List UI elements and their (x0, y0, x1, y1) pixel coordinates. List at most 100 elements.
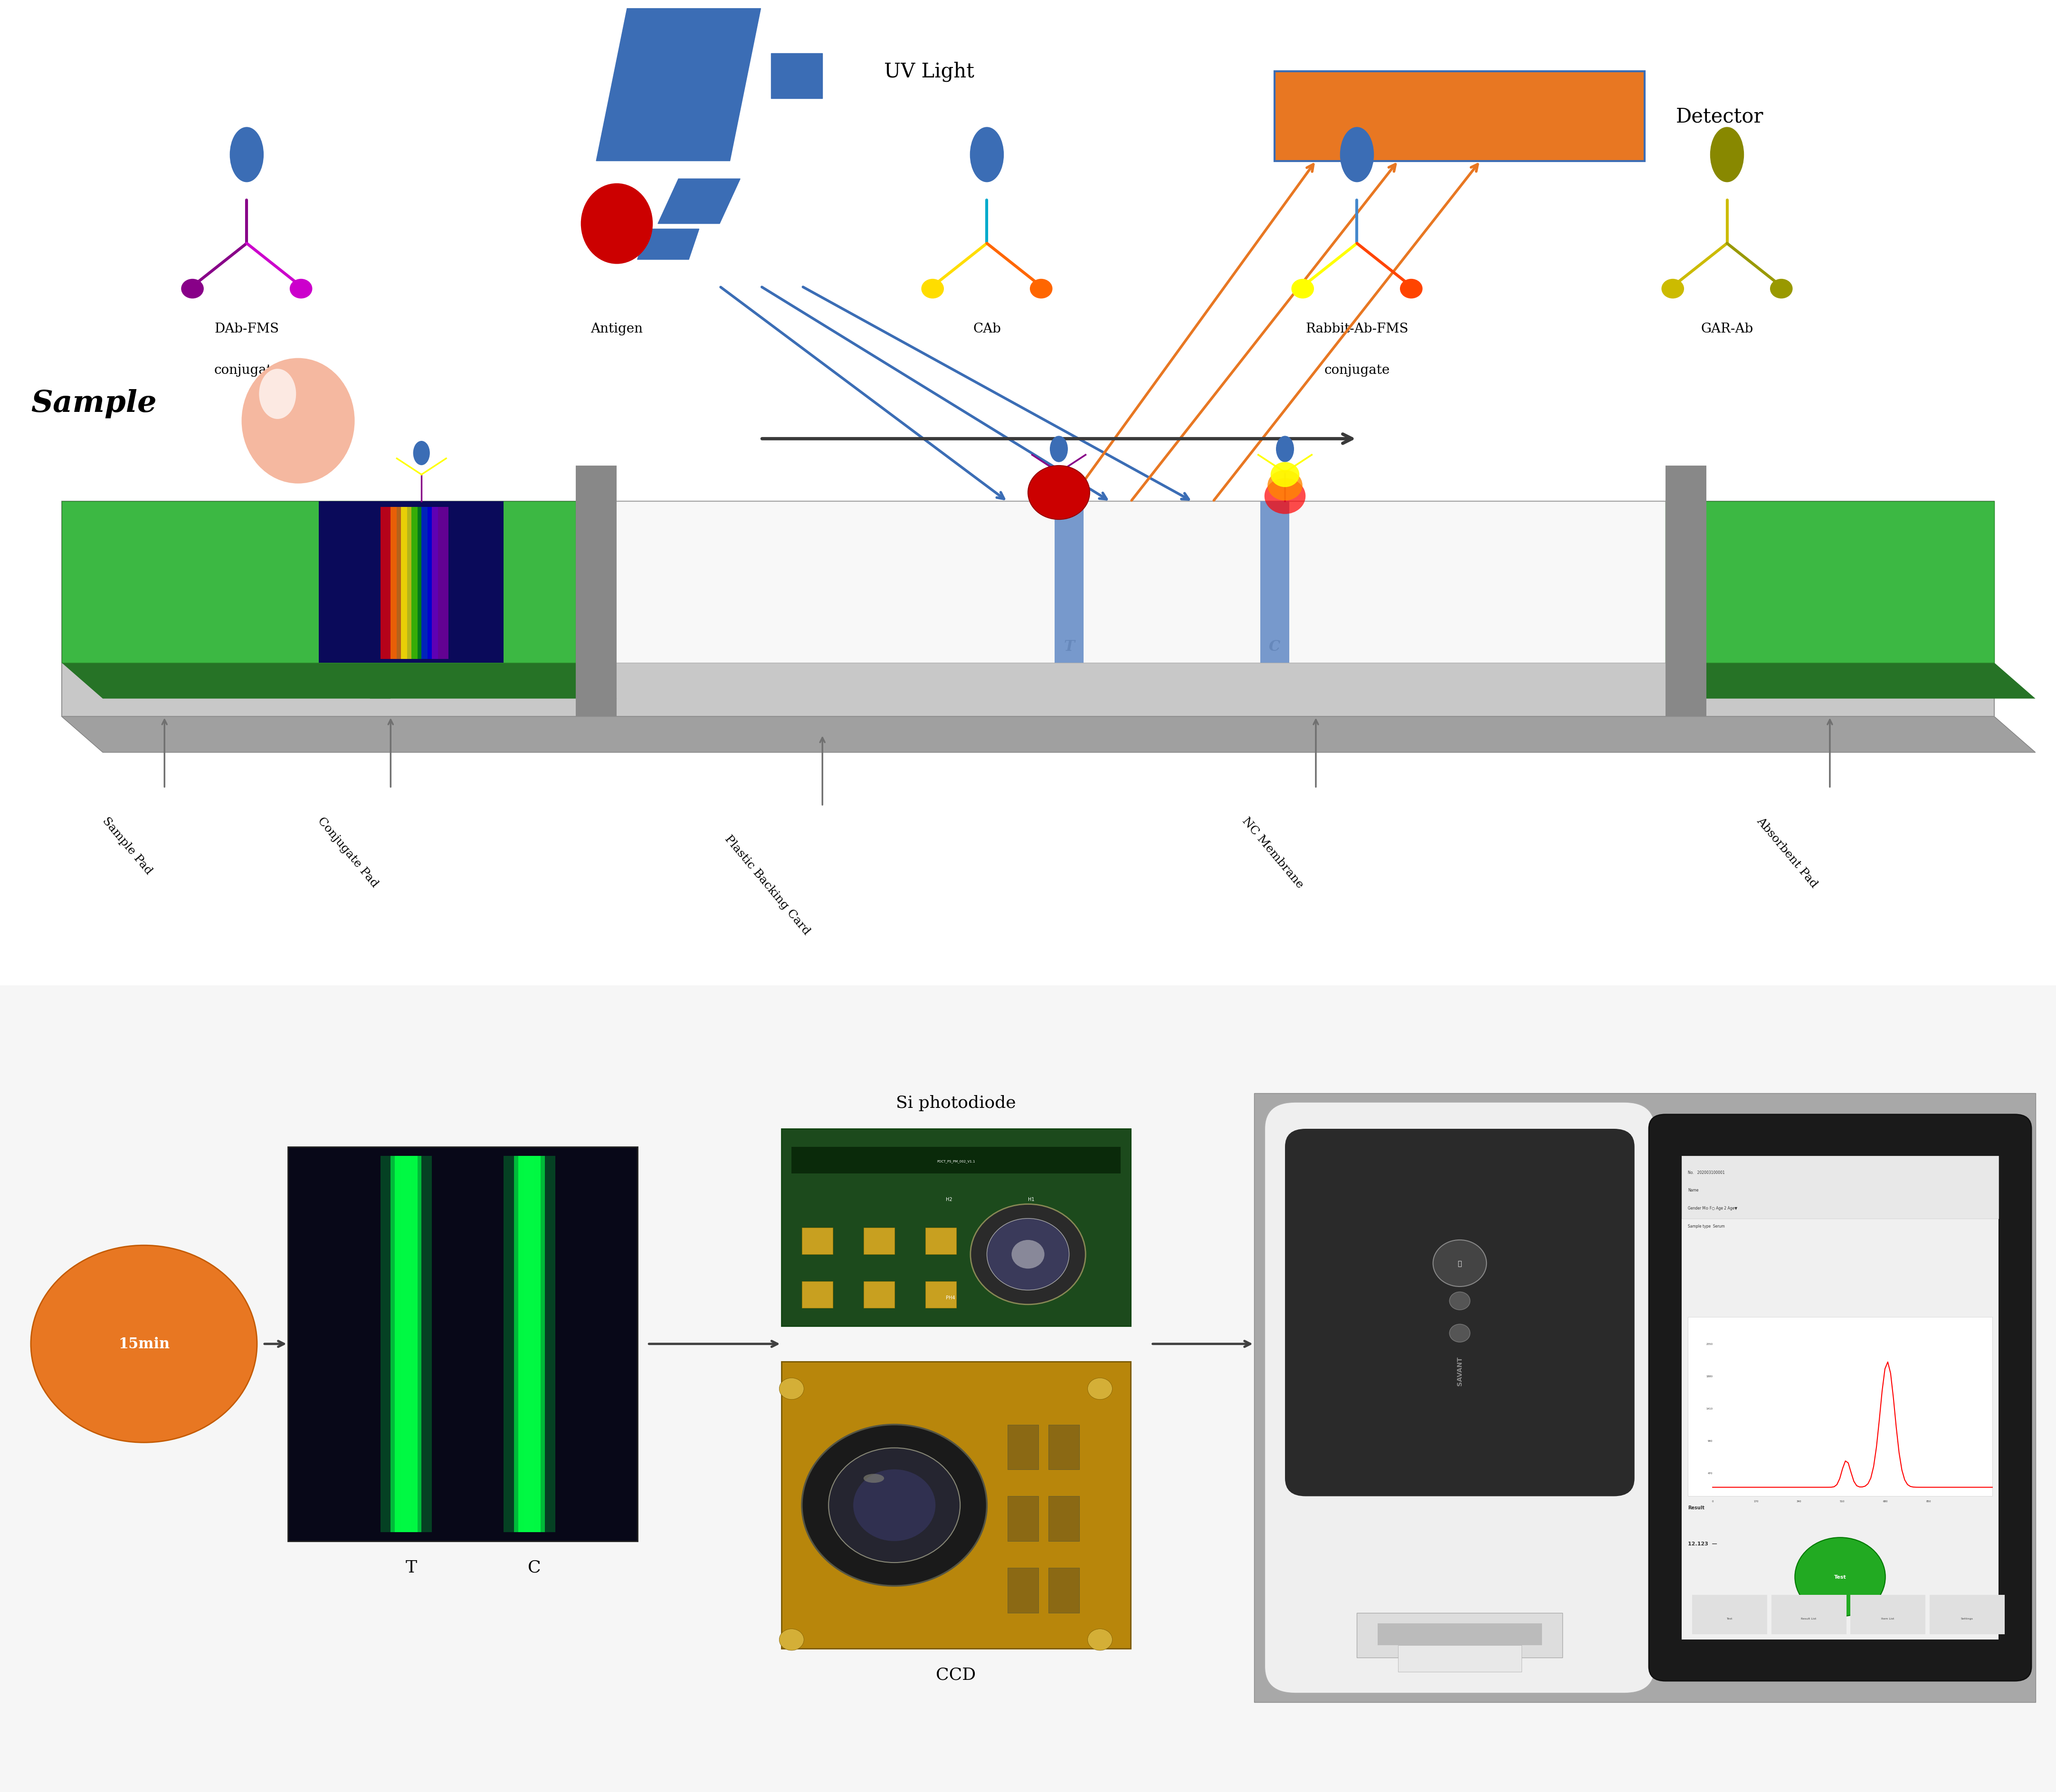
Polygon shape (658, 179, 740, 224)
Text: Detector: Detector (1676, 106, 1764, 127)
FancyBboxPatch shape (1264, 1102, 1655, 1693)
Text: GAR-Ab: GAR-Ab (1700, 323, 1754, 335)
Bar (1665, 466, 1706, 717)
Ellipse shape (243, 358, 356, 484)
Bar (576, 466, 617, 717)
Text: Name: Name (1688, 1188, 1698, 1192)
Bar (401, 507, 417, 659)
Text: Antigen: Antigen (590, 323, 644, 335)
Bar (524, 1156, 555, 1532)
Bar (395, 1156, 417, 1532)
Bar (1688, 1317, 1992, 1496)
Text: Test: Test (1727, 1616, 1733, 1620)
Text: T: T (1063, 640, 1075, 654)
Text: 850: 850 (1926, 1500, 1931, 1502)
Circle shape (1400, 280, 1423, 299)
Circle shape (1088, 1378, 1112, 1400)
Circle shape (31, 1245, 257, 1443)
Bar (925, 1228, 956, 1254)
Bar (1770, 1595, 1846, 1634)
Bar (802, 1281, 833, 1308)
Bar (380, 1156, 411, 1532)
Bar (62, 502, 1994, 717)
Bar (1007, 1568, 1038, 1613)
Text: 12.123  —: 12.123 — (1688, 1541, 1717, 1546)
Text: Plastic Backing Card: Plastic Backing Card (722, 833, 812, 937)
Circle shape (1028, 466, 1090, 520)
Polygon shape (637, 229, 699, 260)
Text: SAVANT: SAVANT (1456, 1357, 1464, 1385)
Circle shape (1449, 1292, 1470, 1310)
Ellipse shape (259, 369, 296, 419)
Ellipse shape (864, 1473, 884, 1484)
Polygon shape (596, 9, 761, 161)
Circle shape (1012, 1240, 1044, 1269)
Bar (781, 1362, 1131, 1649)
Circle shape (1271, 462, 1299, 487)
Text: 1880: 1880 (1706, 1374, 1713, 1378)
Bar (792, 1147, 1121, 1174)
Circle shape (1030, 280, 1053, 299)
Ellipse shape (970, 127, 1003, 183)
Text: H2: H2 (946, 1197, 952, 1202)
Bar (1275, 72, 1645, 161)
Circle shape (1795, 1538, 1885, 1616)
Text: conjugate: conjugate (1324, 364, 1390, 376)
Bar (1007, 1496, 1038, 1541)
Ellipse shape (1711, 127, 1743, 183)
Text: Conjugate Pad: Conjugate Pad (317, 815, 380, 889)
Text: Sample: Sample (31, 389, 156, 418)
Circle shape (1266, 471, 1304, 500)
FancyBboxPatch shape (1285, 1129, 1635, 1496)
Bar (380, 507, 397, 659)
Circle shape (1661, 280, 1684, 299)
Text: ⏻: ⏻ (1458, 1260, 1462, 1267)
Bar (1682, 1156, 1998, 1219)
Bar (802, 1228, 833, 1254)
Bar (1929, 1595, 2005, 1634)
Bar (62, 502, 350, 663)
Circle shape (290, 280, 313, 299)
Circle shape (1291, 280, 1314, 299)
Bar (1260, 502, 1289, 663)
Bar (925, 1281, 956, 1308)
Bar (864, 1228, 894, 1254)
Bar (1049, 1568, 1079, 1613)
Bar (319, 502, 504, 663)
Text: C: C (1269, 640, 1281, 654)
Text: H1: H1 (1028, 1197, 1034, 1202)
Text: 1410: 1410 (1706, 1407, 1713, 1410)
Text: conjugate: conjugate (214, 364, 280, 376)
Bar (1055, 502, 1084, 663)
Bar (1692, 1595, 1768, 1634)
Bar (576, 502, 1665, 663)
Polygon shape (62, 717, 2035, 753)
Text: Si photodiode: Si photodiode (896, 1095, 1016, 1111)
Text: Result: Result (1688, 1505, 1704, 1511)
Bar (432, 507, 448, 659)
Text: POCT_PS_PM_002_V1.1: POCT_PS_PM_002_V1.1 (938, 1159, 975, 1163)
Text: Sample type  Serum: Sample type Serum (1688, 1224, 1725, 1228)
Bar (1398, 1645, 1521, 1672)
Bar (411, 507, 428, 659)
Text: Result List: Result List (1801, 1616, 1815, 1620)
Ellipse shape (1051, 437, 1067, 462)
Text: 680: 680 (1883, 1500, 1887, 1502)
Circle shape (181, 280, 204, 299)
Text: No.   202003100001: No. 202003100001 (1688, 1170, 1725, 1174)
Bar (781, 1129, 1131, 1326)
Polygon shape (62, 663, 391, 699)
Text: NC Membrane: NC Membrane (1240, 815, 1306, 891)
Bar (1049, 1496, 1079, 1541)
Bar (0, 986, 2056, 1792)
Circle shape (1264, 478, 1306, 514)
Circle shape (829, 1448, 960, 1563)
Text: 510: 510 (1840, 1500, 1844, 1502)
Circle shape (779, 1629, 804, 1650)
Text: Item List: Item List (1881, 1616, 1894, 1620)
Text: UV Light: UV Light (884, 61, 975, 82)
Bar (401, 1156, 432, 1532)
Bar (1049, 1425, 1079, 1469)
Text: 170: 170 (1754, 1500, 1758, 1502)
Bar (421, 507, 438, 659)
